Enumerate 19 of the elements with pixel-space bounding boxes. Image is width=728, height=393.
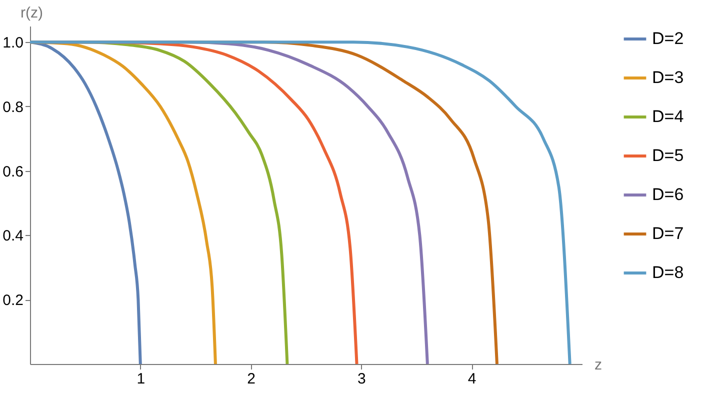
x-tick-label: 2: [247, 370, 256, 388]
legend-label: D=8: [652, 263, 684, 282]
legend-label: D=6: [652, 185, 684, 204]
x-tick-label: 1: [136, 370, 146, 388]
y-tick-label: 1.0: [2, 34, 24, 52]
y-tick-label: 0.6: [2, 163, 24, 180]
legend-label: D=4: [652, 107, 684, 126]
y-tick-label: 0.4: [2, 228, 24, 245]
y-tick-label: 0.8: [2, 98, 24, 116]
x-tick-label: 3: [358, 370, 366, 388]
legend-label: D=3: [652, 68, 684, 87]
y-axis-title: r(z): [20, 4, 43, 22]
legend-label: D=7: [652, 224, 684, 243]
legend-label: D=2: [652, 29, 684, 48]
y-tick-label: 0.2: [2, 292, 24, 310]
legend-label: D=5: [652, 146, 684, 165]
x-tick-label: 4: [468, 370, 476, 388]
x-axis-title: z: [594, 356, 602, 374]
line-series: [30, 40, 142, 364]
